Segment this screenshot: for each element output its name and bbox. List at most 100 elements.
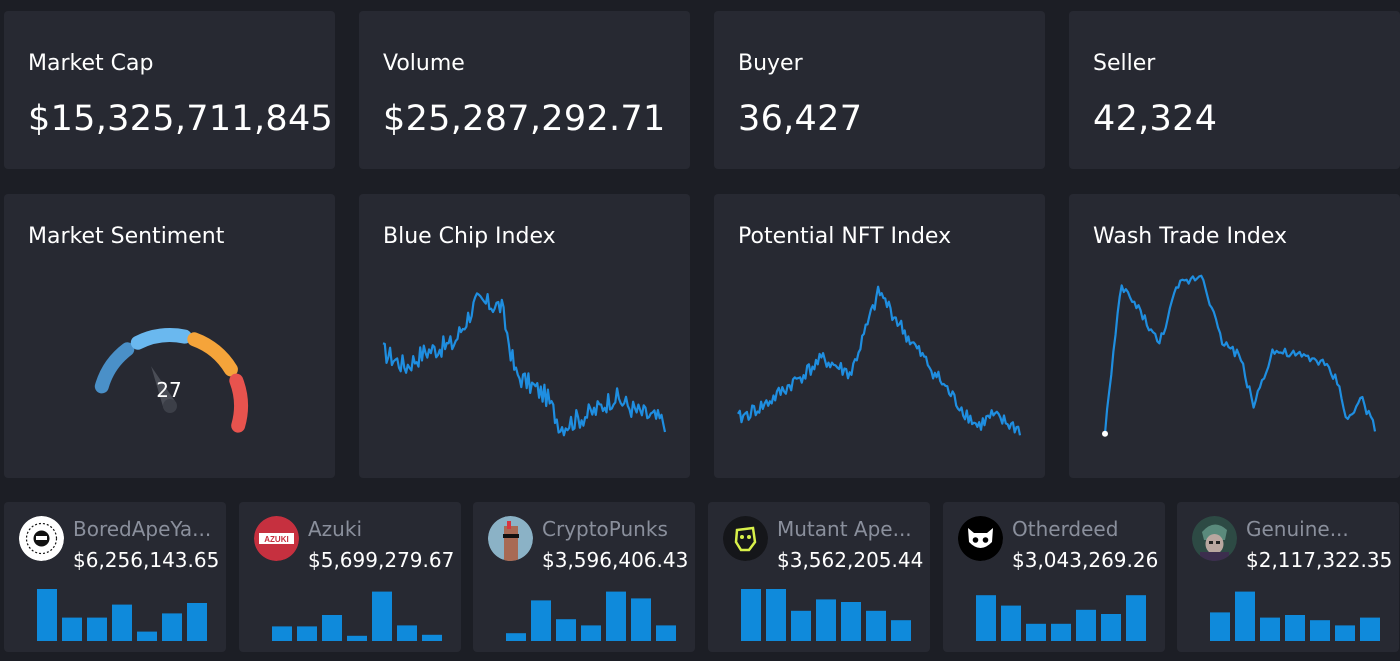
seller-label: Seller bbox=[1093, 51, 1156, 76]
buyer-value: 36,427 bbox=[738, 99, 863, 139]
wash-trade-index-chart bbox=[1102, 274, 1377, 437]
wash-trade-index-line bbox=[1103, 274, 1377, 434]
volume-bar bbox=[87, 617, 107, 641]
volume-bar bbox=[816, 599, 836, 641]
volume-bar bbox=[766, 589, 786, 641]
seller-value: 42,324 bbox=[1093, 99, 1218, 139]
wash-trade-index-card[interactable]: Wash Trade Index bbox=[1069, 194, 1400, 478]
volume-bar bbox=[1235, 591, 1255, 641]
collection-volume-bars bbox=[37, 589, 207, 641]
otherdeed-icon bbox=[958, 516, 1003, 561]
collection-volume-bars bbox=[1210, 591, 1380, 641]
volume-bar bbox=[422, 634, 442, 641]
volume-bar bbox=[162, 613, 182, 641]
volume-bar bbox=[656, 625, 676, 641]
volume-bar bbox=[397, 625, 417, 641]
volume-bar bbox=[1126, 595, 1146, 641]
mutant-ape-icon bbox=[723, 516, 768, 561]
wash-trade-index-title: Wash Trade Index bbox=[1093, 224, 1288, 249]
volume-bar bbox=[137, 631, 157, 641]
collection-price: $5,699,279.67 bbox=[308, 548, 455, 572]
bored-ape-logo-icon bbox=[19, 516, 64, 561]
volume-bar bbox=[297, 626, 317, 641]
volume-bar bbox=[37, 589, 57, 641]
volume-bar bbox=[272, 626, 292, 641]
collection-card-genuine-undead[interactable]: Genuine... $2,117,322.35 bbox=[1177, 502, 1399, 652]
potential-nft-index-card[interactable]: Potential NFT Index bbox=[714, 194, 1045, 478]
collection-volume-bars bbox=[272, 591, 442, 641]
collection-volume-bars bbox=[741, 589, 911, 641]
volume-card: Volume $25,287,292.71 bbox=[359, 11, 690, 169]
gauge-segment-greed bbox=[229, 373, 248, 433]
volume-bar bbox=[187, 603, 207, 641]
potential-nft-index-line bbox=[737, 285, 1022, 436]
volume-bar bbox=[1335, 625, 1355, 641]
volume-bar bbox=[556, 619, 576, 641]
gauge-segment-neutral-low bbox=[130, 328, 192, 350]
market-cap-value: $15,325,711,845.3 bbox=[28, 99, 335, 139]
volume-bar bbox=[1051, 623, 1071, 641]
collection-price: $2,117,322.35 bbox=[1246, 548, 1393, 572]
potential-nft-index-chart bbox=[737, 285, 1022, 436]
collection-volume-bars bbox=[506, 591, 676, 641]
collection-card-azuki[interactable]: AZUKI Azuki $5,699,279.67 bbox=[239, 502, 461, 652]
volume-bar bbox=[631, 598, 651, 641]
volume-bar bbox=[372, 591, 392, 641]
volume-bar bbox=[531, 600, 551, 641]
volume-label: Volume bbox=[383, 51, 465, 76]
volume-bar bbox=[866, 610, 886, 641]
gauge-hub bbox=[163, 399, 177, 413]
buyer-card: Buyer 36,427 bbox=[714, 11, 1045, 169]
genuine-undead-icon bbox=[1192, 516, 1237, 561]
gauge-needle bbox=[151, 366, 177, 409]
market-cap-card: Market Cap $15,325,711,845.3 bbox=[4, 11, 335, 169]
market-cap-label: Market Cap bbox=[28, 51, 154, 76]
buyer-label: Buyer bbox=[738, 51, 803, 76]
collection-price: $3,596,406.43 bbox=[542, 548, 689, 572]
volume-bar bbox=[1360, 617, 1380, 641]
azuki-logo-text: AZUKI bbox=[264, 535, 288, 544]
volume-bar bbox=[791, 610, 811, 641]
collection-price: $3,562,205.44 bbox=[777, 548, 924, 572]
azuki-logo-icon: AZUKI bbox=[254, 516, 299, 561]
volume-bar bbox=[976, 595, 996, 641]
volume-bar bbox=[347, 635, 367, 641]
volume-bar bbox=[1310, 620, 1330, 641]
volume-bar bbox=[1260, 617, 1280, 641]
gauge-segment-fear bbox=[94, 342, 135, 394]
volume-bar bbox=[1285, 615, 1305, 641]
collection-card-otherdeed[interactable]: Otherdeed $3,043,269.26 bbox=[943, 502, 1165, 652]
volume-bar bbox=[606, 591, 626, 641]
volume-bar bbox=[891, 620, 911, 641]
volume-bar bbox=[112, 604, 132, 641]
gauge-segment-neutral-high bbox=[187, 332, 238, 377]
volume-bar bbox=[322, 615, 342, 641]
volume-bar bbox=[581, 625, 601, 641]
seller-card: Seller 42,324 bbox=[1069, 11, 1400, 169]
blue-chip-index-card[interactable]: Blue Chip Index bbox=[359, 194, 690, 478]
blue-chip-index-chart bbox=[382, 292, 667, 437]
volume-bar bbox=[841, 602, 861, 641]
volume-bar bbox=[506, 633, 526, 641]
collection-card-cryptopunks[interactable]: CryptoPunks $3,596,406.43 bbox=[473, 502, 695, 652]
collection-card-mutant-ape[interactable]: Mutant Ape... $3,562,205.44 bbox=[708, 502, 930, 652]
volume-bar bbox=[1101, 614, 1121, 641]
wash-trade-start-point bbox=[1102, 430, 1108, 437]
collection-card-boredapeyachtclub[interactable]: BoredApeYa... $6,256,143.65 bbox=[4, 502, 226, 652]
volume-value: $25,287,292.71 bbox=[383, 99, 666, 139]
collection-price: $6,256,143.65 bbox=[73, 548, 220, 572]
blue-chip-index-line bbox=[382, 292, 667, 437]
gauge-value: 27 bbox=[156, 378, 181, 402]
volume-bar bbox=[62, 617, 82, 641]
collection-price: $3,043,269.26 bbox=[1012, 548, 1159, 572]
blue-chip-index-title: Blue Chip Index bbox=[383, 224, 556, 249]
volume-bar bbox=[1026, 623, 1046, 641]
market-sentiment-card: Market Sentiment 27 bbox=[4, 194, 335, 478]
collection-volume-bars bbox=[976, 595, 1146, 641]
cryptopunk-icon bbox=[488, 516, 533, 561]
market-sentiment-title: Market Sentiment bbox=[28, 224, 225, 249]
volume-bar bbox=[1210, 612, 1230, 641]
potential-nft-index-title: Potential NFT Index bbox=[738, 224, 952, 249]
volume-bar bbox=[741, 589, 761, 641]
volume-bar bbox=[1076, 609, 1096, 641]
